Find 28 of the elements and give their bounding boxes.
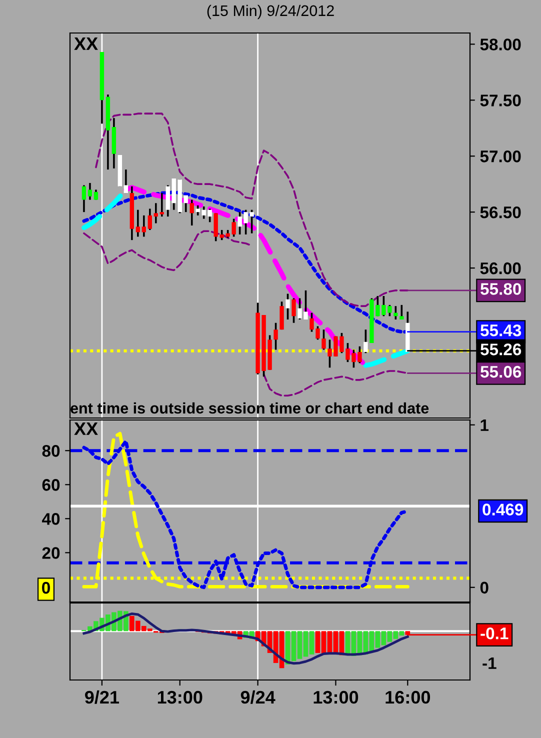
y-tick-label: 58.00 — [480, 38, 521, 50]
annotation: 55.26 — [480, 344, 522, 356]
annotation: ent time is outside session time or chart end date — [70, 402, 429, 414]
chart-subtitle: XX — [74, 422, 98, 435]
text: 0 — [42, 582, 50, 594]
y-tick-label: 56.00 — [480, 262, 521, 274]
annotation: -0.1 — [480, 628, 508, 640]
annotation: 55.06 — [480, 366, 522, 378]
y-tick-label: 60 — [42, 479, 60, 491]
x-tick-label: 9/24 — [240, 690, 276, 704]
chart-title: (15 Min) 9/24/2012 — [207, 4, 334, 20]
x-tick-label: 13:00 — [314, 690, 358, 704]
y-tick-label: 20 — [42, 547, 60, 559]
x-tick-label: 16:00 — [386, 690, 430, 704]
y2-tick-label: 1 — [480, 419, 489, 431]
y-tick-label: 80 — [42, 445, 60, 457]
text: -1 — [482, 657, 496, 669]
y-tick-label: 56.50 — [480, 206, 521, 218]
chart-subtitle: XX — [74, 38, 98, 50]
y-tick-label: 57.50 — [480, 94, 521, 106]
annotation: 55.43 — [480, 324, 522, 336]
y-tick-label: 40 — [42, 513, 60, 525]
y-tick-label: 57.00 — [480, 150, 521, 162]
text: 0.469 — [482, 504, 524, 516]
x-tick-label: 9/21 — [85, 690, 120, 704]
x-tick-label: 13:00 — [158, 690, 202, 704]
annotation: 55.80 — [480, 283, 522, 295]
y2-tick-label: 0 — [480, 582, 488, 594]
